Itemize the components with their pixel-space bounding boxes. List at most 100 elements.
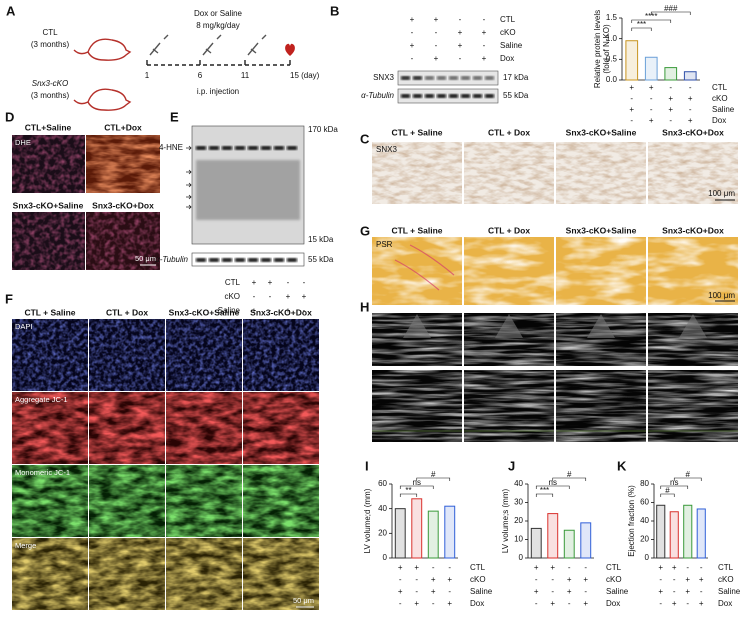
condition-sign: -: [551, 575, 554, 584]
day-label: 1: [145, 71, 150, 80]
significance-bracket: [399, 485, 434, 489]
band-name: SNX3: [373, 73, 394, 82]
panel-letter: G: [360, 223, 370, 238]
condition-sign: +: [534, 563, 539, 572]
column-title: Snx3-cKO+Dox: [92, 200, 154, 210]
column-title: Snx3-cKO+Saline: [566, 127, 637, 137]
mmode-image-texture: [464, 370, 554, 442]
condition-sign: -: [411, 28, 414, 37]
bar: [696, 508, 706, 559]
y-axis-label: (fold of N-KO): [602, 24, 611, 74]
condition-sign: -: [287, 278, 290, 287]
condition-sign: -: [535, 575, 538, 584]
arrow-mark: [186, 194, 192, 200]
significance-label: ***: [540, 486, 549, 495]
treatment: Dox or Saline: [194, 9, 243, 18]
band-name: α-Tubulin: [361, 91, 394, 100]
condition-sign: +: [550, 599, 555, 608]
day-label: 11: [241, 71, 250, 80]
blot-band: [461, 94, 470, 98]
condition-label: CTL: [500, 15, 516, 24]
blot-band: [413, 76, 422, 80]
condition-label: cKO: [500, 28, 516, 37]
band-name: α-Tubulin: [155, 255, 188, 264]
ihc-image-texture: [648, 142, 738, 204]
group-name: Snx3-cKO: [32, 79, 68, 88]
bar: [580, 522, 592, 559]
y-tick-label: 20: [514, 516, 523, 525]
fluorescence-image-texture: [89, 319, 165, 391]
column-title: Snx3-cKO+Dox: [662, 225, 724, 235]
condition-label: CTL: [712, 83, 728, 92]
condition-sign: +: [252, 306, 257, 315]
bar: [530, 527, 542, 559]
arrow-mark: [186, 204, 192, 210]
fluorescence-image-texture: [89, 538, 165, 610]
scale-label: 50 μm: [293, 596, 314, 605]
band-size: 15 kDa: [308, 235, 334, 244]
y-tick-label: 60: [640, 498, 649, 507]
day-label: 15 (day): [290, 71, 320, 80]
condition-sign: +: [688, 94, 693, 103]
blot-band: [209, 258, 219, 262]
condition-label: Dox: [606, 599, 620, 608]
condition-label: CTL: [470, 563, 486, 572]
condition-sign: -: [669, 83, 672, 92]
condition-sign: +: [414, 563, 419, 572]
syringe-icon: [202, 34, 222, 56]
condition-sign: +: [286, 306, 291, 315]
route: i.p. injection: [197, 87, 239, 96]
heart-icon: [285, 43, 295, 56]
condition-sign: -: [700, 587, 703, 596]
bar: [683, 71, 697, 81]
condition-sign: +: [629, 83, 634, 92]
condition-sign: -: [650, 94, 653, 103]
condition-label: Dox: [500, 54, 514, 63]
blot-band: [274, 258, 284, 262]
psr-image-texture: [556, 237, 646, 305]
timeline: [146, 34, 295, 66]
dhe-image-texture: [12, 135, 85, 193]
blot-band: [437, 76, 446, 80]
condition-sign: +: [398, 587, 403, 596]
y-tick-label: 20: [640, 535, 649, 544]
significance-bracket: [631, 19, 672, 23]
group-name: CTL: [42, 28, 58, 37]
condition-label: Dox: [712, 116, 726, 125]
dose: 8 mg/kg/day: [196, 21, 240, 30]
blot-band: [287, 258, 297, 262]
mouse-icon: [73, 38, 132, 61]
blot-band: [248, 146, 258, 150]
condition-sign: +: [685, 575, 690, 584]
condition-label: cKO: [718, 575, 734, 584]
ihc-image-texture: [372, 142, 462, 204]
y-tick-label: 1.5: [606, 13, 618, 22]
condition-sign: -: [303, 306, 306, 315]
blot-band: [413, 94, 422, 98]
dhe-image-texture: [86, 212, 160, 270]
condition-sign: +: [534, 587, 539, 596]
y-tick-label: 30: [514, 498, 523, 507]
condition-label: cKO: [606, 575, 622, 584]
condition-sign: +: [668, 105, 673, 114]
condition-label: CTL: [225, 278, 241, 287]
significance-label: #: [665, 486, 670, 495]
significance-label: ****: [645, 12, 657, 21]
row-label: Merge: [15, 541, 36, 550]
band-size: 170 kDa: [308, 125, 338, 134]
significance-bracket: [650, 11, 691, 15]
column-title: CTL+Saline: [25, 122, 72, 132]
band-size: 55 kDa: [503, 91, 529, 100]
blot: [397, 70, 499, 86]
condition-sign: +: [629, 105, 634, 114]
blot-band: [261, 146, 271, 150]
condition-sign: -: [673, 575, 676, 584]
condition-label: cKO: [712, 94, 728, 103]
condition-label: cKO: [224, 292, 240, 301]
significance-bracket: [552, 477, 587, 481]
fluorescence-image-texture: [12, 538, 88, 610]
condition-sign: +: [649, 116, 654, 125]
day-label: 6: [198, 71, 203, 80]
condition-sign: +: [699, 599, 704, 608]
